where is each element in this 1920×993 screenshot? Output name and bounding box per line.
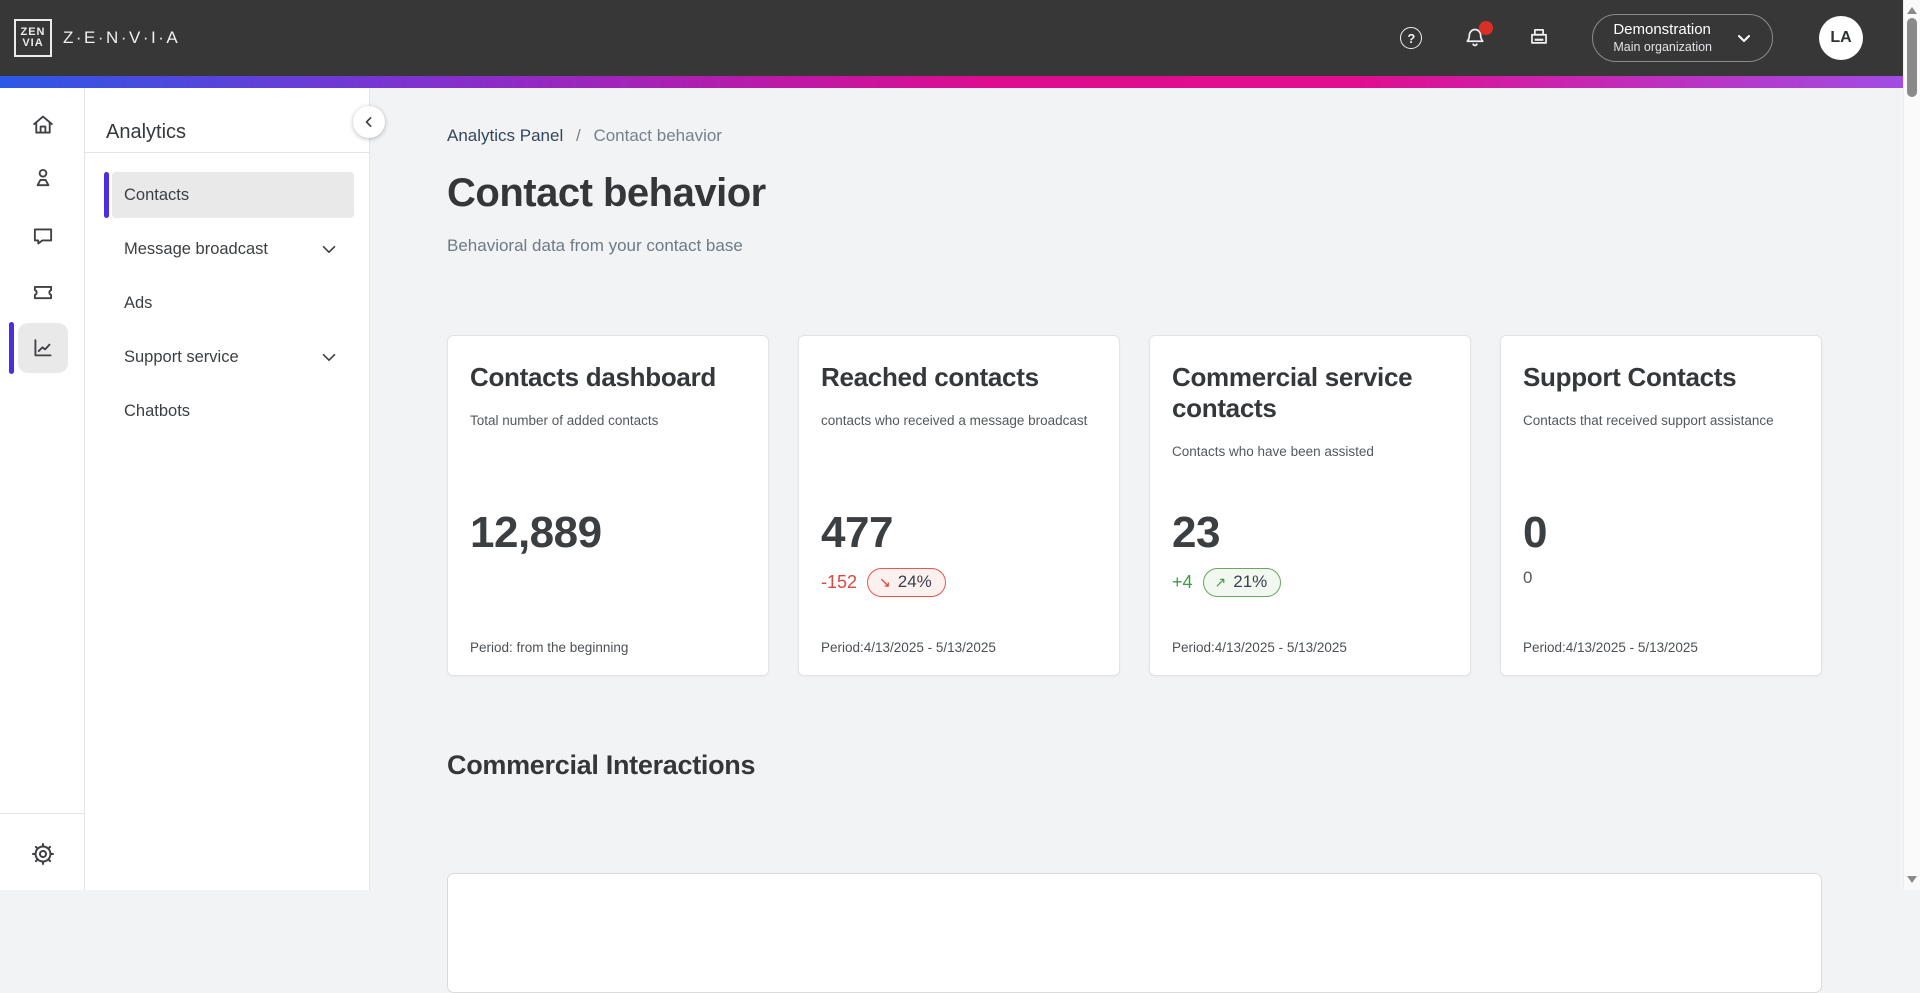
card-value: 0 [1523, 508, 1547, 557]
notifications-bell-icon[interactable] [1462, 21, 1494, 51]
sidebar-item-label: Support service [124, 347, 239, 366]
trend-badge-up: ↗ 21% [1202, 568, 1282, 597]
help-glyph: ? [1400, 27, 1423, 49]
help-icon[interactable]: ? [1398, 25, 1424, 51]
sidebar-item-message-broadcast[interactable]: Message broadcast [112, 226, 354, 272]
sidebar-item-label: Chatbots [124, 401, 191, 420]
card-delta-row: 0 [1523, 568, 1532, 588]
scrollbar-down-arrow[interactable] [1907, 876, 1917, 883]
brand-wordmark: Z·E·N·V·I·A [63, 28, 181, 47]
card-period: Period: from the beginning [470, 640, 629, 655]
main-content: Analytics Panel / Contact behavior Conta… [370, 88, 1903, 993]
ticket-icon[interactable] [30, 279, 56, 305]
page-title: Contact behavior [447, 171, 766, 215]
rail-divider [0, 813, 85, 814]
printer-icon[interactable] [1526, 25, 1552, 51]
page-subtitle: Behavioral data from your contact base [447, 236, 743, 255]
card-description: Total number of added contacts [470, 413, 659, 429]
badge-percent: 24% [897, 572, 932, 591]
delta-value: -152 [821, 572, 858, 592]
chevron-down-icon [318, 238, 340, 260]
logo-line-2: VIA [22, 37, 44, 49]
card-commercial-service-contacts: Commercial service contacts Contacts who… [1149, 335, 1471, 676]
scrollbar-thumb[interactable] [1907, 18, 1917, 97]
sidebar-divider [85, 152, 370, 153]
sidebar-item-label: Contacts [124, 185, 190, 204]
chat-icon[interactable] [30, 224, 56, 250]
sidebar-nav: Contacts Message broadcast Ads Support s… [85, 172, 370, 442]
active-rail-indicator [9, 322, 14, 374]
home-icon[interactable] [30, 112, 56, 138]
organization-selector[interactable]: Demonstration Main organization [1592, 14, 1773, 62]
card-title: Commercial service contacts [1172, 362, 1413, 424]
kpi-cards-row: Contacts dashboard Total number of added… [447, 335, 1822, 676]
chevron-down-icon [1732, 26, 1756, 50]
delta-value: +4 [1172, 572, 1193, 592]
card-support-contacts: Support Contacts Contacts that received … [1500, 335, 1822, 676]
user-avatar[interactable]: LA [1819, 16, 1863, 60]
breadcrumb-current: Contact behavior [593, 126, 722, 145]
sidebar-title: Analytics [106, 121, 187, 143]
analytics-sidebar: Analytics Contacts Message broadcast Ads… [85, 88, 385, 890]
delta-value: 0 [1523, 568, 1533, 587]
card-period: Period:4/13/2025 - 5/13/2025 [821, 640, 996, 655]
card-title: Contacts dashboard [470, 362, 716, 392]
card-reached-contacts: Reached contacts contacts who received a… [798, 335, 1120, 676]
notification-dot [1479, 21, 1494, 35]
card-period: Period:4/13/2025 - 5/13/2025 [1523, 640, 1698, 655]
sidebar-item-label: Message broadcast [124, 239, 268, 258]
topbar-actions: ? Demonstration Main organization [1360, 14, 1863, 62]
sidebar-item-ads[interactable]: Ads [112, 280, 354, 326]
sidebar-item-chatbots[interactable]: Chatbots [112, 388, 354, 434]
card-delta-row: -152 ↘ 24% [821, 568, 946, 597]
organization-name: Demonstration [1613, 20, 1711, 38]
breadcrumb: Analytics Panel / Contact behavior [447, 126, 722, 146]
scrollbar-up-arrow[interactable] [1907, 7, 1917, 14]
card-description: Contacts that received support assistanc… [1523, 413, 1774, 429]
chevron-down-icon [318, 346, 340, 368]
section-title-commercial-interactions: Commercial Interactions [447, 750, 756, 780]
sidebar-item-label: Ads [124, 293, 153, 312]
card-contacts-dashboard: Contacts dashboard Total number of added… [447, 335, 769, 676]
arrow-down-right-icon: ↘ [879, 573, 891, 590]
commercial-interactions-card [447, 873, 1822, 993]
arrow-up-right-icon: ↗ [1214, 573, 1227, 590]
sidebar-collapse-button[interactable] [353, 106, 385, 138]
contacts-person-icon[interactable] [30, 165, 56, 191]
trend-badge-down: ↘ 24% [867, 568, 946, 597]
card-title: Reached contacts [821, 362, 1039, 392]
breadcrumb-separator: / [575, 126, 581, 145]
card-value: 23 [1172, 508, 1220, 557]
vertical-scrollbar[interactable] [1903, 0, 1920, 890]
sidebar-item-support-service[interactable]: Support service [112, 334, 354, 380]
organization-subtitle: Main organization [1613, 39, 1712, 54]
card-period: Period:4/13/2025 - 5/13/2025 [1172, 640, 1347, 655]
zenvia-logo-icon[interactable]: ZEN VIA [14, 19, 52, 57]
logo-line-1: ZEN [20, 26, 46, 38]
card-description: contacts who received a message broadcas… [821, 413, 1088, 429]
card-title: Support Contacts [1523, 362, 1737, 392]
card-value: 477 [821, 508, 893, 557]
icon-rail [0, 88, 85, 890]
card-value: 12,889 [470, 508, 602, 557]
topbar: ZEN VIA Z·E·N·V·I·A ? Demonstration Main… [0, 0, 1903, 76]
sidebar-item-contacts[interactable]: Contacts [104, 172, 354, 218]
brand-gradient-bar [0, 76, 1903, 88]
settings-gear-icon[interactable] [29, 840, 57, 868]
card-description: Contacts who have been assisted [1172, 444, 1374, 460]
card-delta-row: +4 ↗ 21% [1172, 568, 1282, 597]
breadcrumb-analytics-panel[interactable]: Analytics Panel [447, 126, 564, 145]
analytics-chart-icon[interactable] [18, 323, 68, 373]
badge-percent: 21% [1233, 572, 1268, 591]
